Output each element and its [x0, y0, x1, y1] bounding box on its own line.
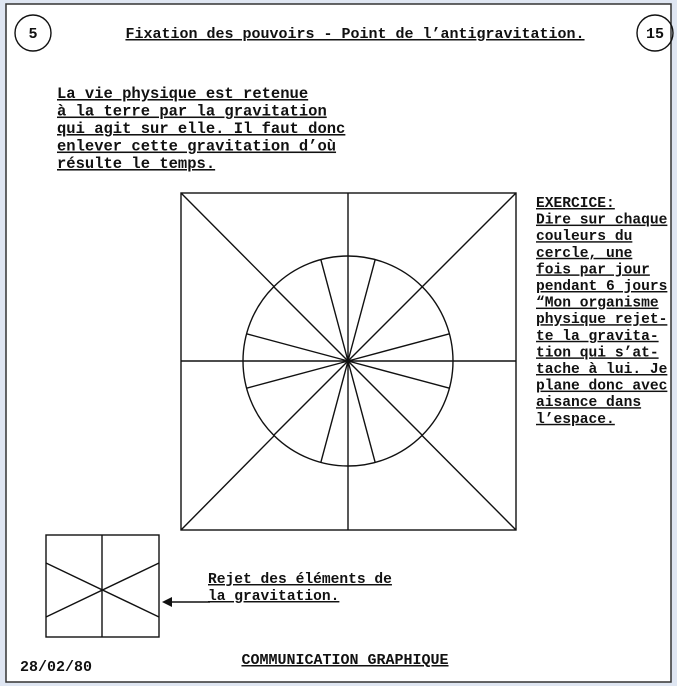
text-line: cercle, une	[536, 246, 633, 262]
page-number: 5	[28, 26, 37, 43]
text-line: enlever cette gravitation d’où	[57, 138, 336, 156]
diagonal	[421, 192, 517, 288]
date: 28/02/80	[20, 659, 92, 676]
spoke	[320, 259, 349, 362]
spoke	[347, 360, 450, 389]
text-line: couleurs du	[536, 229, 632, 245]
text-line: qui agit sur elle. Il faut donc	[57, 120, 345, 138]
text-line: plane donc avec	[536, 379, 667, 395]
text-line: Dire sur chaque	[536, 213, 668, 229]
badge	[636, 14, 674, 52]
spoke	[347, 333, 450, 362]
text-line: la gravitation.	[208, 589, 339, 605]
text-line: La vie physique est retenue	[57, 85, 308, 103]
diagonal	[180, 192, 275, 288]
spoke	[347, 360, 376, 463]
page-frame	[5, 3, 672, 683]
diagonal	[421, 434, 517, 531]
spoke	[347, 259, 376, 362]
diagonal	[180, 435, 275, 531]
text-line: EXERCICE:	[536, 196, 615, 212]
spoke	[347, 286, 423, 362]
text-line: à la terre par la gravitation	[57, 103, 327, 121]
spoke	[347, 360, 423, 436]
text-line: l’espace.	[536, 412, 615, 428]
text-line: résulte le temps.	[57, 155, 215, 173]
text-line: te la gravita-	[536, 329, 659, 345]
text-line: fois par jour	[536, 262, 650, 278]
page-title: Fixation des pouvoirs - Point de l’antig…	[125, 26, 584, 43]
footer-title: COMMUNICATION GRAPHIQUE	[241, 652, 448, 669]
page-total: 15	[646, 26, 664, 43]
arrow-head	[162, 597, 172, 607]
text-line: pendant 6 jours	[536, 279, 667, 295]
diagram	[45, 192, 517, 638]
text-line: Rejet des éléments de	[208, 572, 392, 588]
spoke	[273, 360, 349, 436]
spoke	[246, 360, 349, 389]
text-line: tache à lui. Je	[536, 362, 668, 378]
header-badges	[14, 14, 674, 52]
text-line: tion qui s’at-	[536, 345, 659, 361]
spoke	[246, 333, 349, 362]
text-line: “Mon organisme	[536, 296, 659, 312]
small-line	[45, 562, 160, 618]
spoke	[320, 360, 349, 463]
badge	[14, 14, 52, 52]
text-line: aisance dans	[536, 395, 641, 411]
text-line: physique rejet-	[536, 312, 667, 328]
spoke	[273, 286, 349, 362]
